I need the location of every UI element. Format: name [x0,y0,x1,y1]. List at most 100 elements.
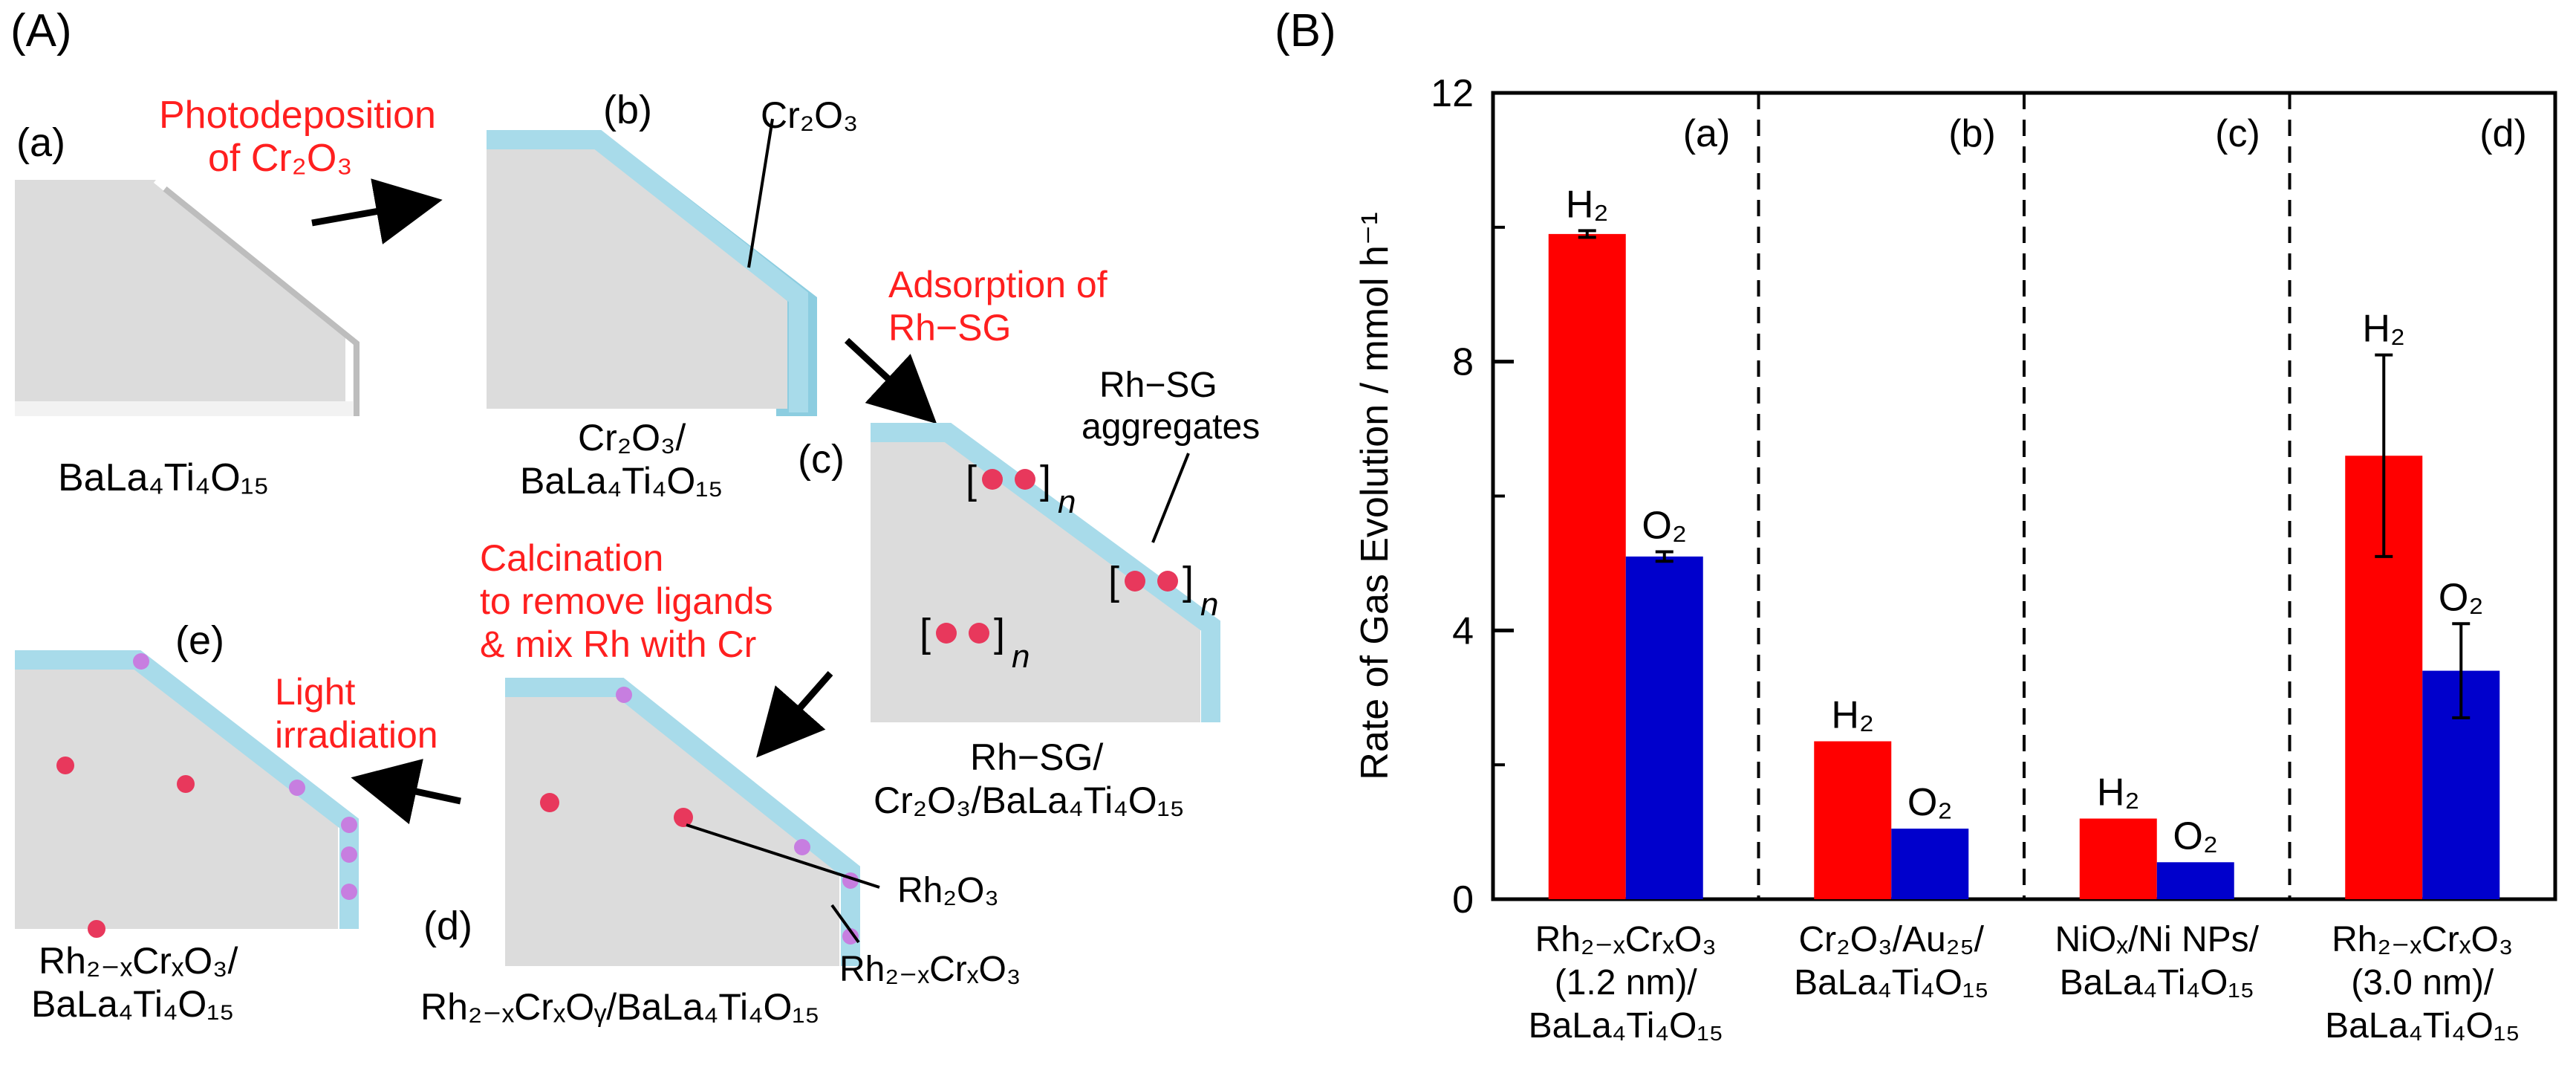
stage-b: (b) Cr₂O₃ Cr₂O₃/ BaLa₄Ti₄O₁₅ [487,88,858,502]
category-label: Cr₂O₃/Au₂₅/ [1798,920,1984,959]
rh2o3-particle [674,808,693,827]
category-label: BaLa₄Ti₄O₁₅ [1529,1006,1723,1046]
panel-a-label: (A) [10,5,72,56]
step-photodeposition-line2: of Cr₂O₃ [208,137,353,180]
stage-e: (e) Rh₂₋ₓCrₓO₃/ BaLa₄Ti₄O₁₅ [15,618,359,1025]
step-calcination-line1: Calcination [480,537,663,579]
rh2o3-callout-line [686,823,880,889]
group-tag: (b) [1948,112,1996,155]
rh-sg-particle [1125,571,1145,592]
data-label-o2: O₂ [2439,576,2484,619]
stage-c-label-line1: Rh−SG/ [970,736,1103,778]
stage-d-label: Rh₂₋ₓCrₓOᵧ/BaLa₄Ti₄O₁₅ [420,986,819,1028]
repeat-n: n [1200,586,1218,623]
group-tag: (c) [2215,112,2260,155]
bar-h2 [1814,741,1892,899]
repeat-n: n [1012,638,1030,675]
crystal-face [15,667,338,929]
rh-sg-particle [1015,469,1035,490]
stage-c-tag: (c) [798,437,845,482]
rhcr-particle [794,839,810,855]
stage-c-callout-line2: aggregates [1082,407,1260,447]
category-label: (3.0 nm)/ [2351,963,2494,1002]
arrow-b-to-c [844,337,937,424]
stage-b-callout: Cr₂O₃ [761,94,858,136]
panel-b-chart: (B) Rate of Gas Evolution / mmol h⁻¹ 0 4 8… [1275,5,2557,1046]
arrow-d-to-e [351,759,461,825]
rh-particle [177,775,195,793]
bracket: [ [920,611,931,655]
rh2o3-particle [540,793,559,812]
bracket: [ [1108,559,1119,603]
bracket: ] [994,611,1005,655]
stage-e-label-line2: BaLa₄Ti₄O₁₅ [31,983,234,1025]
rhcr-particle [289,780,305,796]
crystal-edge-shadow [163,186,360,416]
y-tick-label: 8 [1452,341,1474,384]
stage-b-tag: (b) [603,88,652,132]
category-label: BaLa₄Ti₄O₁₅ [1794,963,1988,1002]
chart-plot-area: 0 4 8 12 (a) H₂ O₂ Rh₂₋ₓCrₓO₃ (1.2 nm)/ BaLa₄Ti₄O… [1431,72,2557,1046]
cr2o3-callout-line [747,118,774,268]
group-tag: (a) [1683,112,1731,155]
stage-c-callout-line1: Rh−SG [1099,366,1217,405]
rh-sg-cluster: [ ] n [920,611,1030,675]
rhcr-particle [341,817,357,833]
rh-particle [56,757,74,774]
step-light-line1: Light [275,671,356,713]
bracket: [ [966,458,977,502]
step-adsorption-line1: Adsorption of [888,264,1108,305]
bar-h2 [1548,233,1626,899]
step-photodeposition-line1: Photodeposition [159,94,436,137]
group-tag: (d) [2479,112,2527,155]
stage-c: (c) [ ] n [ ] n [ ] n [798,366,1260,821]
rhcr-particle [616,687,632,703]
stage-e-tag: (e) [175,618,224,663]
step-calcination-line2: to remove ligands [480,580,773,622]
bracket: ] [1040,458,1051,502]
stage-d-callout-rh2o3: Rh₂O₃ [897,871,999,910]
crystal-face [505,695,839,966]
rh-sg-particle [1157,571,1178,592]
category-label: BaLa₄Ti₄O₁₅ [2060,963,2254,1002]
stage-e-label-line1: Rh₂₋ₓCrₓO₃/ [39,940,238,982]
crystal-face [871,440,1200,722]
bar-h2 [2079,818,2157,899]
step-adsorption-line2: Rh−SG [888,307,1011,349]
rh-sg-particle [969,623,989,644]
bracket: ] [1183,559,1194,603]
stage-d-tag: (d) [423,904,472,948]
rhcr-callout-line [830,904,860,944]
stage-a-label: BaLa₄Ti₄O₁₅ [58,456,269,499]
data-label-h2: H₂ [2097,771,2140,814]
data-label-o2: O₂ [2173,814,2218,858]
y-tick-label: 12 [1431,72,1474,115]
repeat-n: n [1058,484,1076,520]
arrow-c-to-d [756,671,833,758]
y-axis-label: Rate of Gas Evolution / mmol h⁻¹ [1353,212,1396,780]
data-label-o2: O₂ [1907,781,1953,824]
stage-a: (a) BaLa₄Ti₄O₁₅ [15,120,360,499]
rh-sg-particle [982,469,1003,490]
category-label: Rh₂₋ₓCrₓO₃ [2332,920,2513,959]
bar-o2 [1891,829,1969,899]
y-tick-label: 0 [1452,878,1474,921]
crystal-face [15,180,349,401]
shell-edge [871,423,1220,722]
shell-edge [487,130,808,412]
crystal-face [487,145,787,409]
category-label: NiOₓ/Ni NPs/ [2055,920,2260,959]
data-label-h2: H₂ [1831,694,1874,737]
bar-o2 [2156,862,2234,899]
stage-b-label-line1: Cr₂O₃/ [578,417,686,459]
panel-a-schematic: (A) (a) BaLa₄Ti₄O₁₅ Photodeposition of C… [10,5,1260,1028]
rh-sg-cluster: [ ] n [1108,559,1218,623]
rhcr-particle [842,928,859,945]
panel-b-label: (B) [1275,5,1336,56]
rhcr-particle [341,846,357,863]
rhcr-particle [341,884,357,900]
arrow-a-to-b [311,178,443,244]
rh-sg-callout-line [1151,453,1190,543]
category-label: Rh₂₋ₓCrₓO₃ [1535,920,1717,959]
stage-d: (d) Rh₂O₃ Rh₂₋ₓCrₓO₃ Rh₂₋ₓCrₓOᵧ/BaLa₄Ti₄… [420,678,1021,1028]
